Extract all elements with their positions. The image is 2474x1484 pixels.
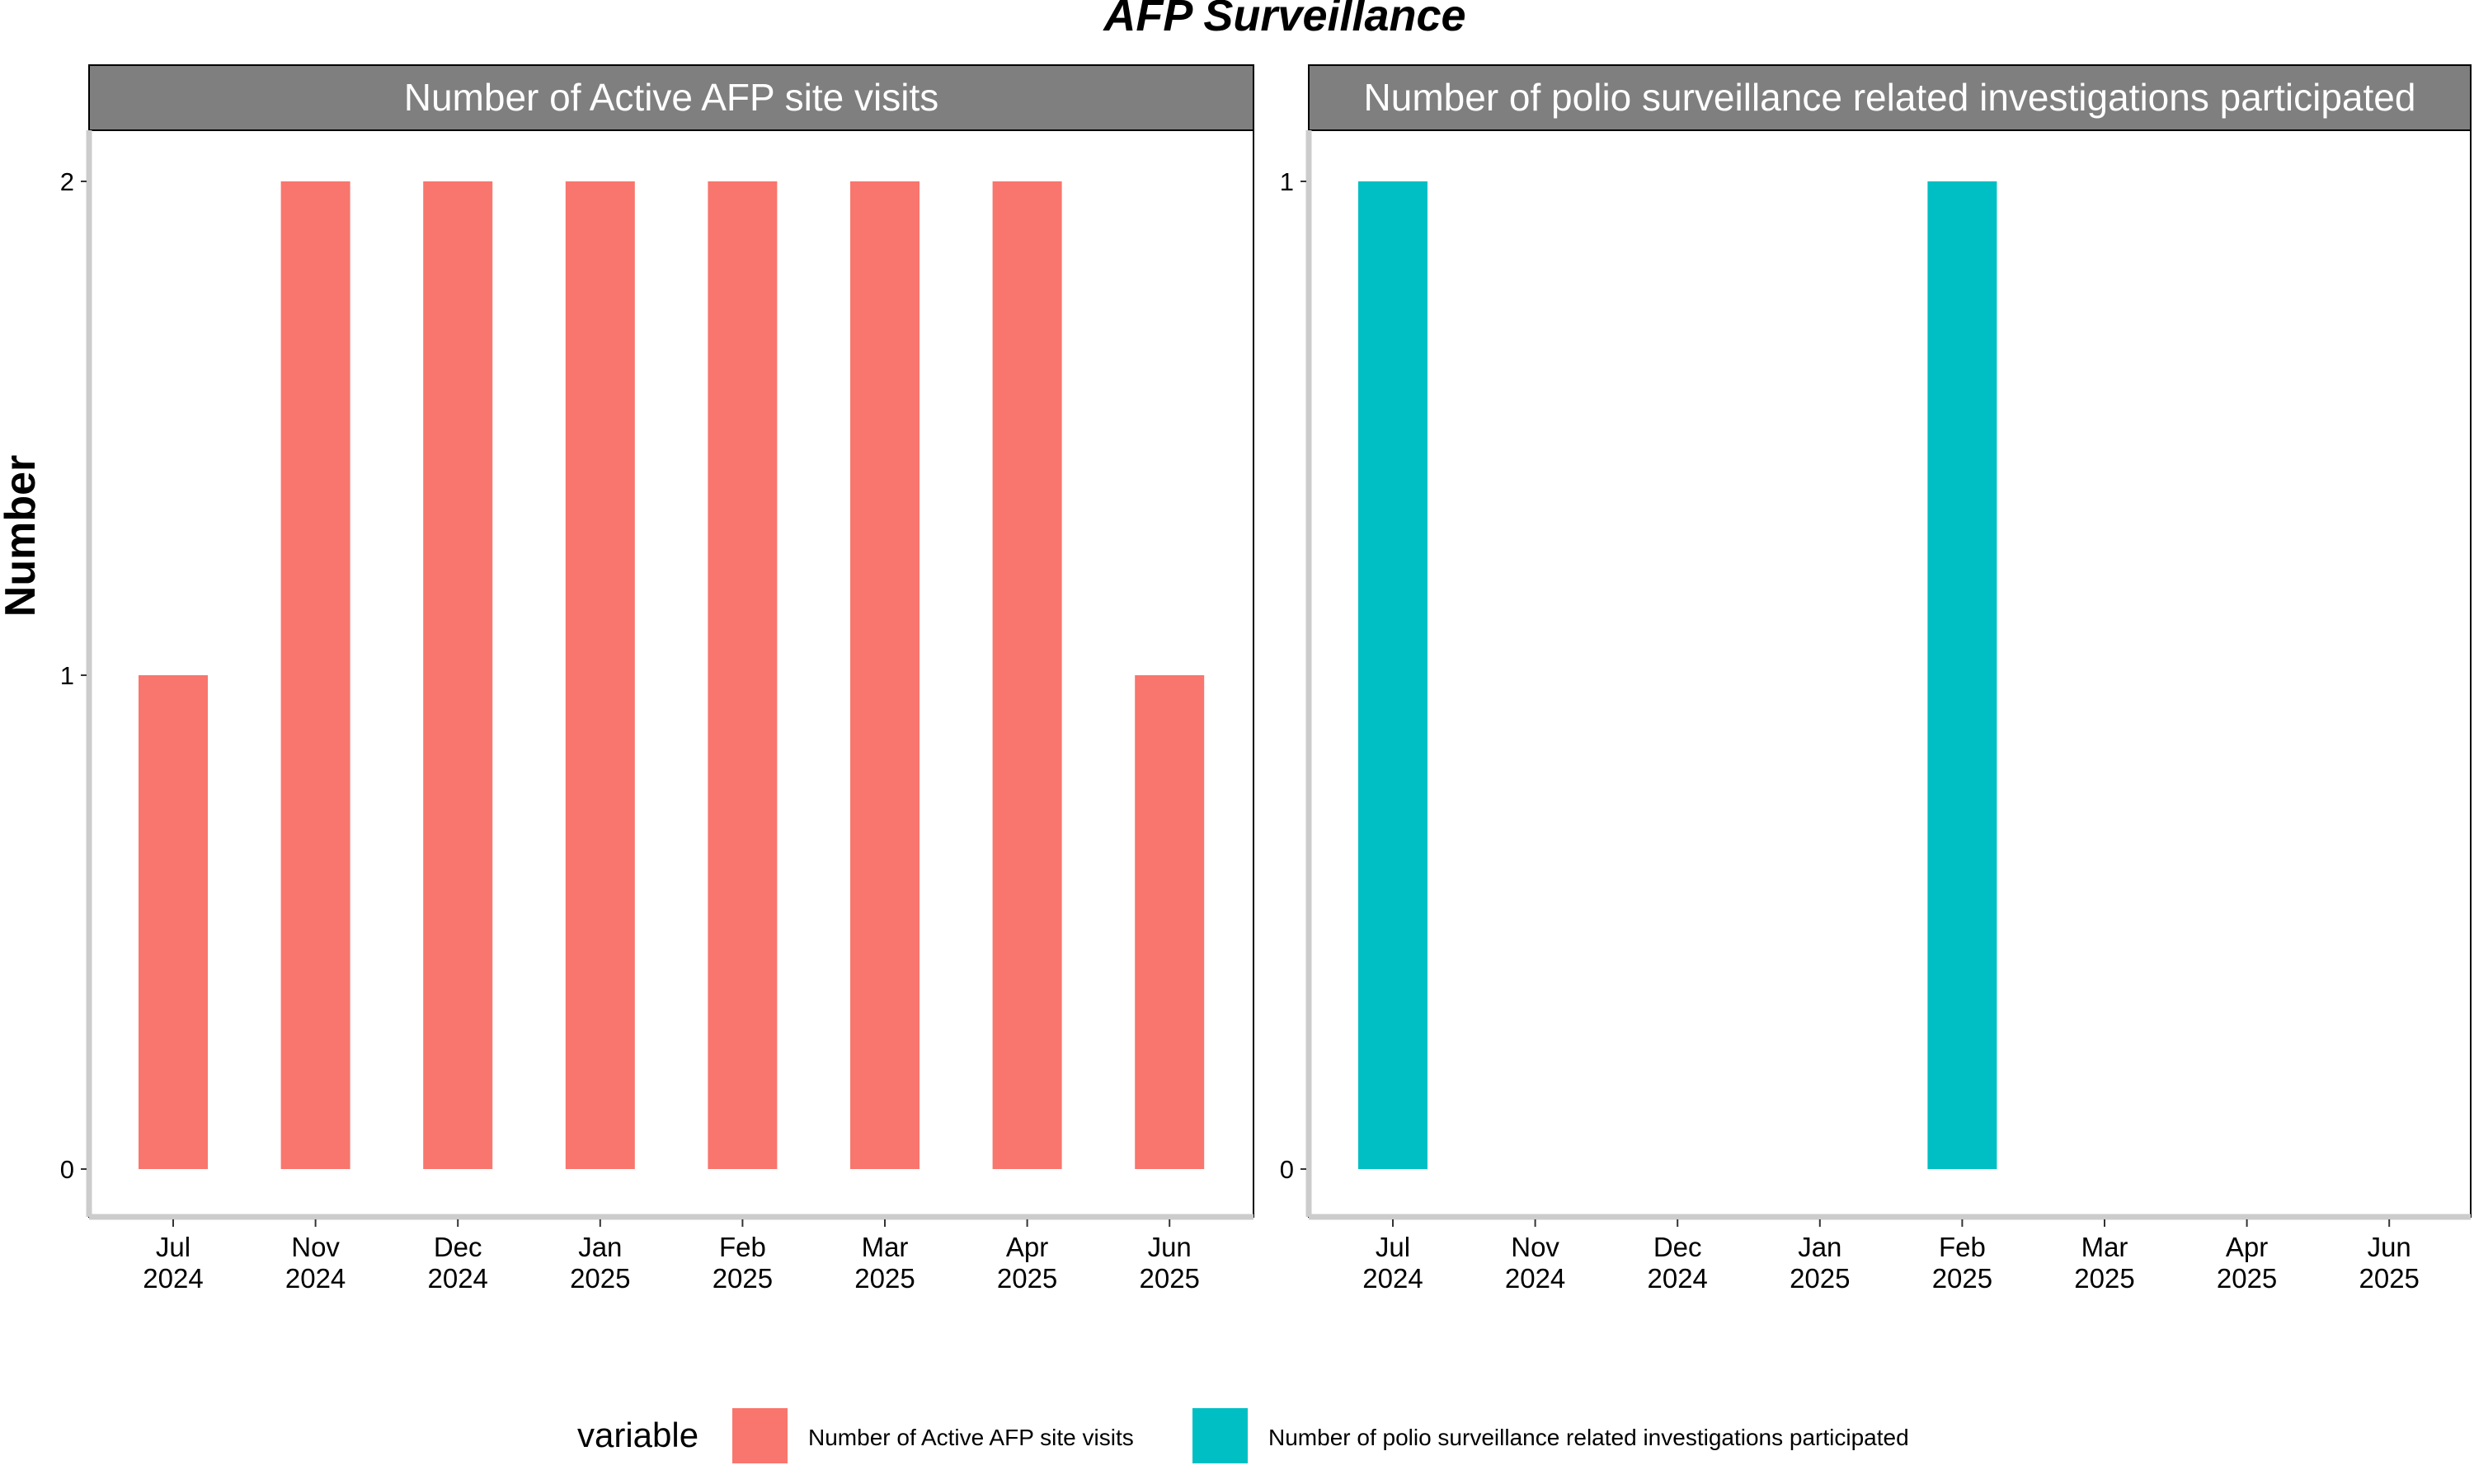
- panel-1-y-tick-label: 2: [60, 167, 74, 196]
- panel-2-x-tick-label: 2024: [1647, 1263, 1707, 1294]
- panel-1-border: [88, 129, 1254, 1218]
- panel-1-y-tick-label: 0: [60, 1155, 74, 1184]
- panel-2-x-tick-label: Mar: [2081, 1232, 2128, 1262]
- panel-1-bar: [565, 181, 635, 1169]
- panel-1-x-tick-label: Jun: [1148, 1232, 1192, 1262]
- panel-2-x-tick-label: Dec: [1653, 1232, 1702, 1262]
- panel-1-x-tick-label: 2024: [427, 1263, 487, 1294]
- legend-key-1: [732, 1408, 788, 1463]
- panel-2-x-tick-label: 2024: [1362, 1263, 1423, 1294]
- panel-1-x-tick-label: Dec: [434, 1232, 482, 1262]
- legend-key-2: [1192, 1408, 1248, 1463]
- panel-1-x-tick-label: 2025: [997, 1263, 1057, 1294]
- panel-1-x-tick-label: 2025: [570, 1263, 630, 1294]
- panel-2-x-tick-label: 2024: [1505, 1263, 1565, 1294]
- panel-2-strip-label: Number of polio surveillance related inv…: [1364, 76, 2416, 119]
- panel-1-x-tick-label: Jan: [578, 1232, 622, 1262]
- panel-1-x-tick-label: 2025: [854, 1263, 915, 1294]
- panel-2-y-tick-label: 0: [1280, 1155, 1294, 1184]
- panel-1-bar: [139, 675, 208, 1169]
- panel-1-x-tick-label: Nov: [291, 1232, 340, 1262]
- panel-2-x-tick-label: Nov: [1511, 1232, 1559, 1262]
- panel-1-x-tick-label: Mar: [862, 1232, 909, 1262]
- panel-2-x-tick-label: Apr: [2226, 1232, 2268, 1262]
- legend-label-1: Number of Active AFP site visits: [808, 1425, 1134, 1450]
- panel-1-x-tick-label: Feb: [719, 1232, 766, 1262]
- panel-2-x-tick-label: Jul: [1376, 1232, 1410, 1262]
- panel-2-x-tick-label: Jun: [2368, 1232, 2411, 1262]
- legend-label-2: Number of polio surveillance related inv…: [1268, 1425, 1909, 1450]
- panel-1-x-tick-label: Jul: [156, 1232, 190, 1262]
- panel-2-strip: [1308, 64, 2472, 131]
- panel-2-x-tick-label: Jan: [1798, 1232, 1841, 1262]
- panel-2-border: [1308, 129, 2472, 1218]
- chart-title: AFP Surveillance: [1102, 0, 1465, 40]
- panel-1-bar: [708, 181, 778, 1169]
- panel-2-x-tick-label: 2025: [1932, 1263, 1992, 1294]
- panel-1-bar: [1135, 675, 1205, 1169]
- y-axis-label: Number: [0, 455, 45, 617]
- panel-2-x-tick-label: 2025: [2359, 1263, 2419, 1294]
- panel-1-bar: [423, 181, 493, 1169]
- panel-2-x-tick-label: 2025: [1790, 1263, 1850, 1294]
- panel-2-x-tick-label: 2025: [2217, 1263, 2277, 1294]
- panel-1-x-tick-label: Apr: [1006, 1232, 1048, 1262]
- panel-1-y-tick-label: 1: [60, 661, 74, 690]
- panel-2-x-tick-label: 2025: [2074, 1263, 2134, 1294]
- panel-1-bar: [280, 181, 350, 1169]
- panel-2-y-tick-label: 1: [1280, 167, 1294, 196]
- panel-1-strip: [88, 64, 1254, 131]
- panel-1-bar: [992, 181, 1062, 1169]
- panel-2-bar: [1358, 181, 1427, 1169]
- panel-1-x-tick-label: 2024: [285, 1263, 346, 1294]
- panel-1-strip-label: Number of Active AFP site visits: [404, 76, 939, 119]
- panel-2-x-tick-label: Feb: [1939, 1232, 1986, 1262]
- legend-title: variable: [577, 1416, 698, 1454]
- panel-2-bar: [1927, 181, 1997, 1169]
- panel-1-x-tick-label: 2024: [143, 1263, 203, 1294]
- panel-1-x-tick-label: 2025: [713, 1263, 773, 1294]
- panel-1-bar: [850, 181, 920, 1169]
- panel-1-x-tick-label: 2025: [1139, 1263, 1199, 1294]
